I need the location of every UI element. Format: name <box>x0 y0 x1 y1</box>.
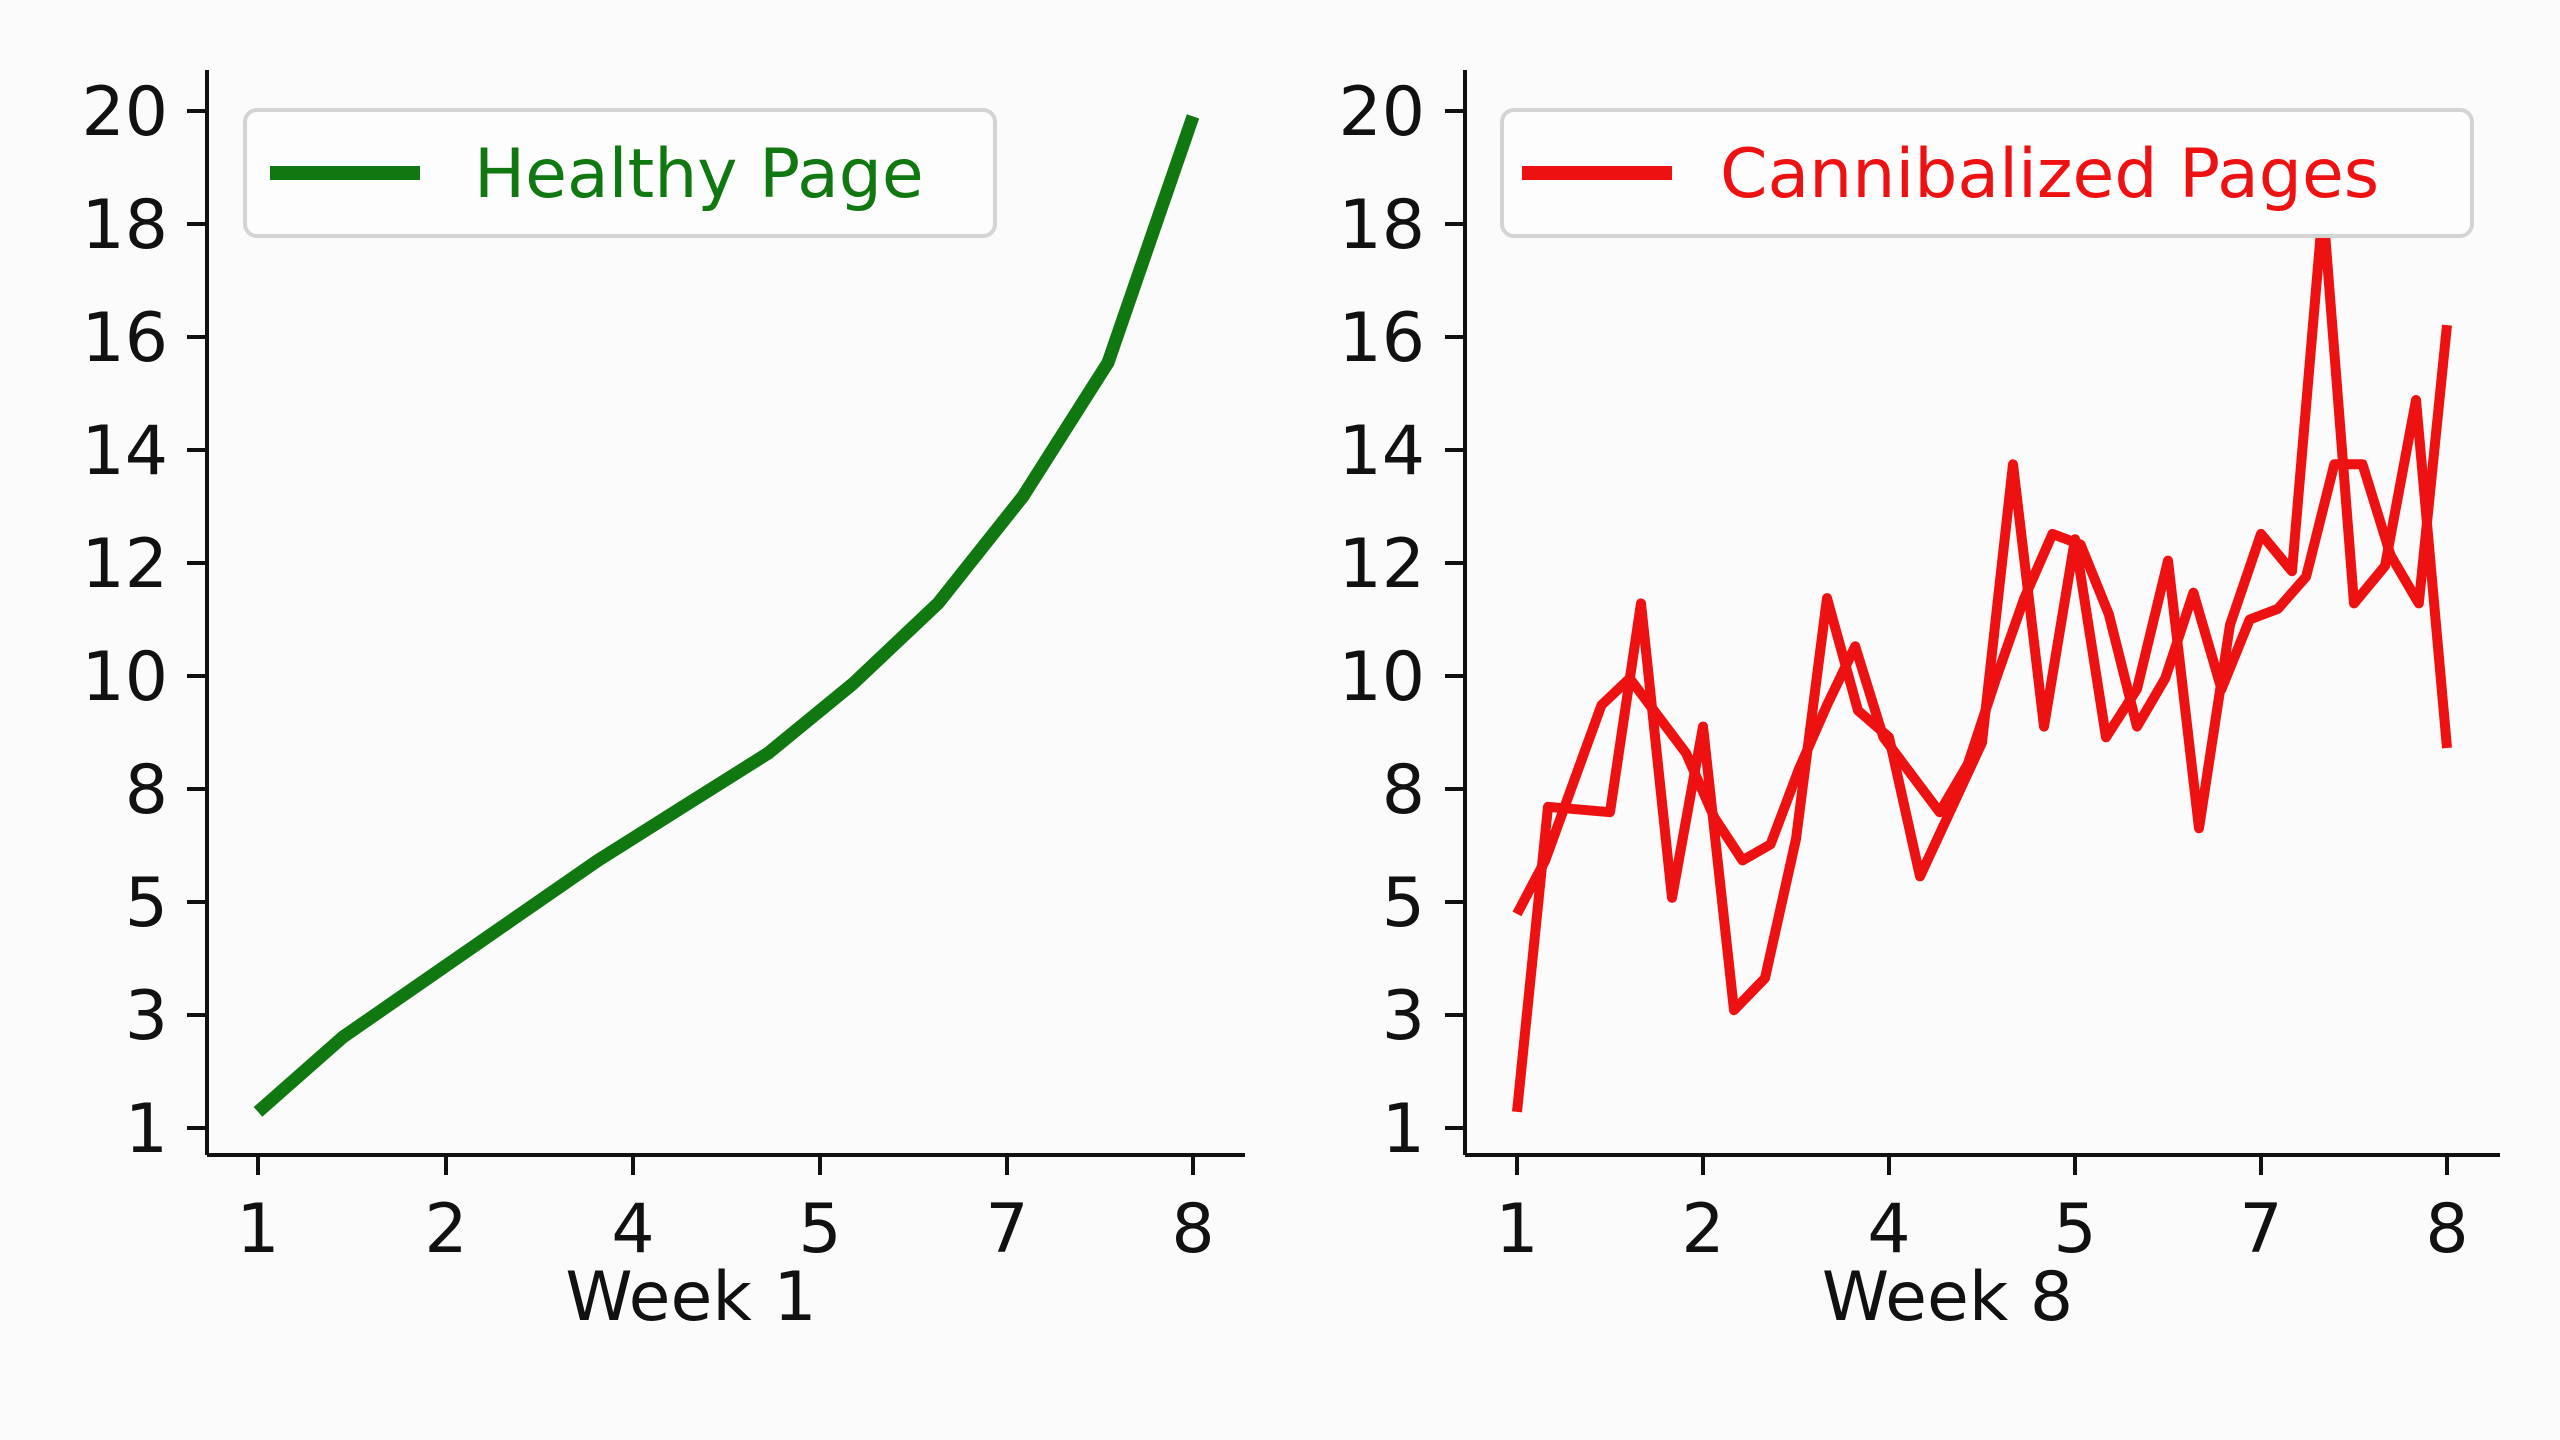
x-tick-label: 2 <box>424 1190 467 1269</box>
x-axis-label: Week 8 <box>1822 1258 2073 1337</box>
x-tick-label: 1 <box>1495 1190 1538 1269</box>
y-tick-label: 1 <box>1382 1090 1425 1169</box>
y-tick-label: 3 <box>1382 977 1425 1056</box>
x-tick-label: 5 <box>2053 1190 2096 1269</box>
y-tick-label: 16 <box>81 299 168 378</box>
y-tick-label: 18 <box>81 186 168 265</box>
series-line <box>1512 324 2452 917</box>
x-axis-label: Week 1 <box>565 1258 816 1337</box>
y-tick-label: 12 <box>81 525 168 604</box>
legend-label: Healthy Page <box>474 135 924 214</box>
y-tick-label: 1 <box>125 1090 168 1169</box>
y-tick-label: 16 <box>1338 299 1425 378</box>
legend-box <box>243 108 997 238</box>
x-tick-label: 5 <box>798 1190 841 1269</box>
series-line <box>1512 202 2452 1113</box>
y-tick-label: 14 <box>1338 412 1425 491</box>
y-tick-label: 12 <box>1338 525 1425 604</box>
x-tick-label: 7 <box>985 1190 1028 1269</box>
x-tick-label: 4 <box>1867 1190 1910 1269</box>
y-tick-label: 8 <box>1382 751 1425 830</box>
y-tick-label: 10 <box>1338 638 1425 717</box>
y-tick-label: 5 <box>1382 864 1425 943</box>
y-tick-label: 20 <box>81 73 168 152</box>
y-tick-label: 10 <box>81 638 168 717</box>
y-tick-label: 3 <box>125 977 168 1056</box>
y-tick-label: 20 <box>1338 73 1425 152</box>
y-tick-label: 5 <box>125 864 168 943</box>
legend-box <box>1500 108 2474 238</box>
series-line <box>253 114 1200 1117</box>
x-tick-label: 8 <box>2425 1190 2468 1269</box>
x-tick-label: 4 <box>611 1190 654 1269</box>
x-tick-label: 8 <box>1171 1190 1214 1269</box>
y-tick-label: 18 <box>1338 186 1425 265</box>
legend: Cannibalized Pages <box>1500 108 2474 238</box>
x-tick-label: 2 <box>1681 1190 1724 1269</box>
legend-label: Cannibalized Pages <box>1720 135 2379 214</box>
x-tick-label: 7 <box>2239 1190 2282 1269</box>
y-tick-label: 14 <box>81 412 168 491</box>
y-tick-label: 8 <box>125 751 168 830</box>
legend: Healthy Page <box>243 108 997 238</box>
x-tick-label: 1 <box>236 1190 279 1269</box>
